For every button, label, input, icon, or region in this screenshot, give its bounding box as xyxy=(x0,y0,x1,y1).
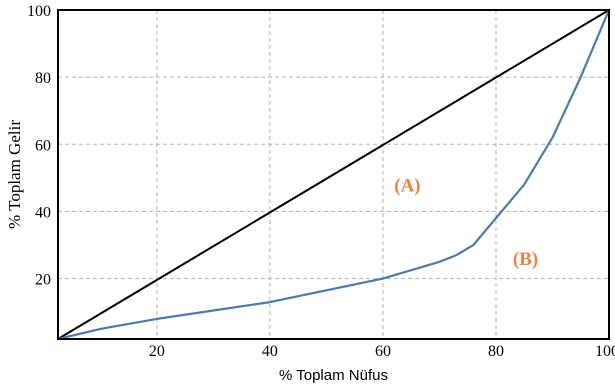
plot-frame xyxy=(57,9,610,340)
y-axis-label: % Toplam Gelir xyxy=(5,120,24,229)
equality-line xyxy=(57,9,610,340)
y-tick-label: 40 xyxy=(35,204,51,221)
x-axis-label: % Toplam Nüfus xyxy=(279,367,388,384)
series-layer xyxy=(56,8,611,341)
tick-labels: 20 40 60 80 100 20 40 60 80 100 xyxy=(27,3,615,360)
region-label: (B) xyxy=(513,249,538,270)
x-tick-label: 40 xyxy=(262,343,278,360)
y-tick-label: 20 xyxy=(35,272,51,289)
y-tick-label: 60 xyxy=(35,137,51,154)
y-tick-label: 100 xyxy=(27,3,51,20)
x-tick-label: 100 xyxy=(595,343,615,360)
x-tick-label: 60 xyxy=(375,343,391,360)
grid-layer xyxy=(58,10,609,339)
annotations: (A) (B) xyxy=(394,175,538,270)
region-label: (A) xyxy=(394,175,420,196)
x-tick-label: 80 xyxy=(488,343,504,360)
x-tick-label: 20 xyxy=(149,343,165,360)
y-tick-label: 80 xyxy=(35,70,51,87)
lorenz-curve xyxy=(56,8,611,341)
